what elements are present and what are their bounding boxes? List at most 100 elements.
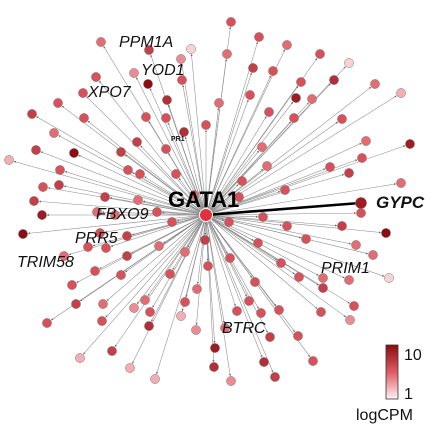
gene-node-92[interactable] — [262, 161, 272, 171]
gene-node-19[interactable] — [289, 113, 299, 123]
gene-node-113[interactable] — [83, 242, 93, 252]
gene-node-85[interactable] — [381, 228, 391, 238]
gene-node-4[interactable] — [254, 32, 264, 42]
gene-node-76[interactable] — [316, 307, 326, 317]
gene-node-26[interactable] — [161, 113, 171, 123]
gene-node-16[interactable] — [396, 88, 406, 98]
gene-node-116[interactable] — [132, 137, 142, 147]
gene-node-124[interactable] — [133, 195, 143, 205]
gene-node-38[interactable] — [123, 165, 133, 175]
gene-node-23[interactable] — [201, 120, 211, 130]
gene-node-132[interactable] — [203, 261, 213, 271]
gene-node-134[interactable] — [356, 208, 366, 218]
gypc-node[interactable] — [355, 197, 367, 209]
gene-node-70[interactable] — [244, 296, 254, 306]
gene-node-79[interactable] — [318, 273, 328, 283]
gene-node-33[interactable] — [49, 128, 59, 138]
gene-node-115[interactable] — [42, 318, 52, 328]
gene-node-126[interactable] — [274, 305, 284, 315]
gene-node-60[interactable] — [125, 363, 135, 373]
gene-node-78[interactable] — [349, 301, 359, 311]
gene-node-75[interactable] — [293, 331, 303, 341]
gene-node-104[interactable] — [265, 332, 275, 342]
gene-node-71[interactable] — [250, 277, 260, 287]
gene-node-48[interactable] — [122, 251, 132, 261]
gene-node-77[interactable] — [345, 315, 355, 325]
gene-node-95[interactable] — [161, 144, 171, 154]
gene-node-105[interactable] — [180, 297, 190, 307]
gene-node-56[interactable] — [145, 307, 155, 317]
gene-node-121[interactable] — [141, 112, 151, 122]
gene-node-107[interactable] — [361, 136, 371, 146]
gene-node-49[interactable] — [59, 251, 69, 261]
gene-node-52[interactable] — [98, 299, 108, 309]
gene-node-22[interactable] — [214, 98, 224, 108]
gene-node-63[interactable] — [191, 325, 201, 335]
gene-node-72[interactable] — [276, 258, 286, 268]
gene-node-47[interactable] — [101, 243, 111, 253]
gene-node-9[interactable] — [176, 54, 186, 64]
gene-node-53[interactable] — [97, 316, 107, 326]
gene-node-89[interactable] — [357, 153, 367, 163]
gene-node-10[interactable] — [222, 49, 232, 59]
gene-node-24[interactable] — [179, 127, 189, 137]
gene-node-74[interactable] — [318, 283, 328, 293]
gene-node-111[interactable] — [301, 234, 311, 244]
gene-node-69[interactable] — [270, 372, 280, 382]
gene-node-98[interactable] — [258, 212, 268, 222]
gene-node-59[interactable] — [75, 353, 85, 363]
gene-node-119[interactable] — [234, 192, 244, 202]
gene-node-31[interactable] — [79, 113, 89, 123]
gene-node-0[interactable] — [96, 37, 106, 47]
gene-node-91[interactable] — [257, 142, 267, 152]
gene-node-55[interactable] — [129, 303, 139, 313]
gene-node-61[interactable] — [150, 374, 160, 384]
gene-node-97[interactable] — [152, 207, 162, 217]
gene-node-46[interactable] — [95, 228, 105, 238]
gene-node-87[interactable] — [396, 178, 406, 188]
gene-node-68[interactable] — [259, 357, 269, 367]
gene-node-42[interactable] — [100, 192, 110, 202]
gene-node-20[interactable] — [245, 90, 255, 100]
gene-node-128[interactable] — [256, 308, 266, 318]
gene-node-14[interactable] — [307, 94, 317, 104]
gene-node-100[interactable] — [165, 269, 175, 279]
gene-node-44[interactable] — [18, 229, 28, 239]
gene-node-25[interactable] — [162, 95, 172, 105]
gene-node-6[interactable] — [315, 49, 325, 59]
gene-node-13[interactable] — [296, 77, 306, 87]
gene-node-29[interactable] — [91, 72, 101, 82]
gene-node-73[interactable] — [294, 272, 304, 282]
gene-node-64[interactable] — [210, 343, 220, 353]
gene-node-108[interactable] — [135, 169, 145, 179]
gene-node-103[interactable] — [225, 253, 235, 263]
gene-node-50[interactable] — [67, 280, 77, 290]
gene-node-110[interactable] — [200, 235, 210, 245]
gene-node-21[interactable] — [264, 107, 274, 117]
gene-node-133[interactable] — [177, 75, 187, 85]
gene-node-90[interactable] — [325, 162, 335, 172]
gene-node-45[interactable] — [92, 207, 102, 217]
gene-node-65[interactable] — [220, 323, 230, 333]
gene-node-8[interactable] — [344, 58, 354, 68]
gene-node-40[interactable] — [54, 180, 64, 190]
gene-node-94[interactable] — [280, 185, 290, 195]
gene-node-37[interactable] — [116, 147, 126, 157]
gene-node-2[interactable] — [186, 44, 196, 54]
gene-node-96[interactable] — [171, 169, 181, 179]
gene-node-5[interactable] — [282, 40, 292, 50]
gene-node-58[interactable] — [107, 346, 117, 356]
gene-node-80[interactable] — [344, 275, 354, 285]
gene-node-54[interactable] — [140, 295, 150, 305]
gene-node-67[interactable] — [226, 376, 236, 386]
gene-node-41[interactable] — [29, 196, 39, 206]
gene-node-99[interactable] — [209, 362, 219, 372]
gene-node-1[interactable] — [144, 45, 154, 55]
gene-node-15[interactable] — [370, 79, 380, 89]
gene-node-131[interactable] — [116, 270, 126, 280]
gene-node-81[interactable] — [384, 273, 394, 283]
gene-node-106[interactable] — [405, 139, 415, 149]
gene-node-130[interactable] — [282, 221, 292, 231]
gene-node-27[interactable] — [143, 79, 153, 89]
gene-node-62[interactable] — [176, 311, 186, 321]
